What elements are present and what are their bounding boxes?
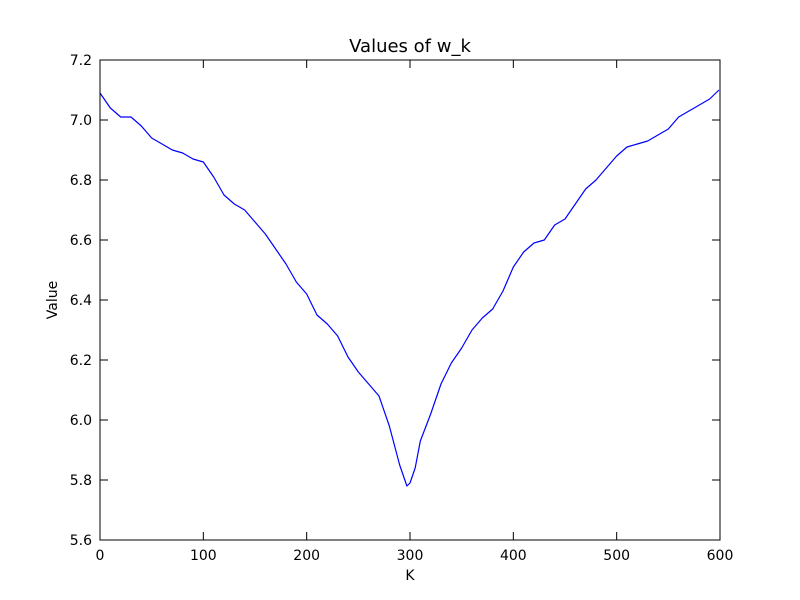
chart-title: Values of w_k <box>349 36 471 57</box>
y-axis-label: Value <box>45 281 61 319</box>
x-tick-label: 200 <box>293 548 320 564</box>
axis-ticks: 0 100 200 300 400 500 600 5.6 5.8 6.0 6.2 6.4 6.6 6.8… <box>70 53 734 564</box>
x-tick-label: 400 <box>500 548 527 564</box>
x-tick-label: 600 <box>707 548 734 564</box>
plot-area-frame <box>99 59 721 541</box>
y-tick-label: 7.2 <box>70 53 92 69</box>
x-tick-label: 100 <box>190 548 217 564</box>
y-tick-label: 6.2 <box>70 353 92 369</box>
series-line <box>99 89 720 487</box>
x-tick-label: 500 <box>603 548 630 564</box>
y-tick-label: 6.6 <box>70 233 92 249</box>
y-tick-label: 5.6 <box>70 533 92 549</box>
x-axis-label: K <box>405 568 415 584</box>
x-tick-label: 0 <box>96 548 105 564</box>
y-tick-label: 5.8 <box>70 473 92 489</box>
y-tick-label: 6.0 <box>70 413 92 429</box>
y-tick-label: 6.8 <box>70 173 92 189</box>
y-tick-label: 6.4 <box>70 293 92 309</box>
y-tick-label: 7.0 <box>70 113 92 129</box>
x-tick-label: 300 <box>397 548 424 564</box>
